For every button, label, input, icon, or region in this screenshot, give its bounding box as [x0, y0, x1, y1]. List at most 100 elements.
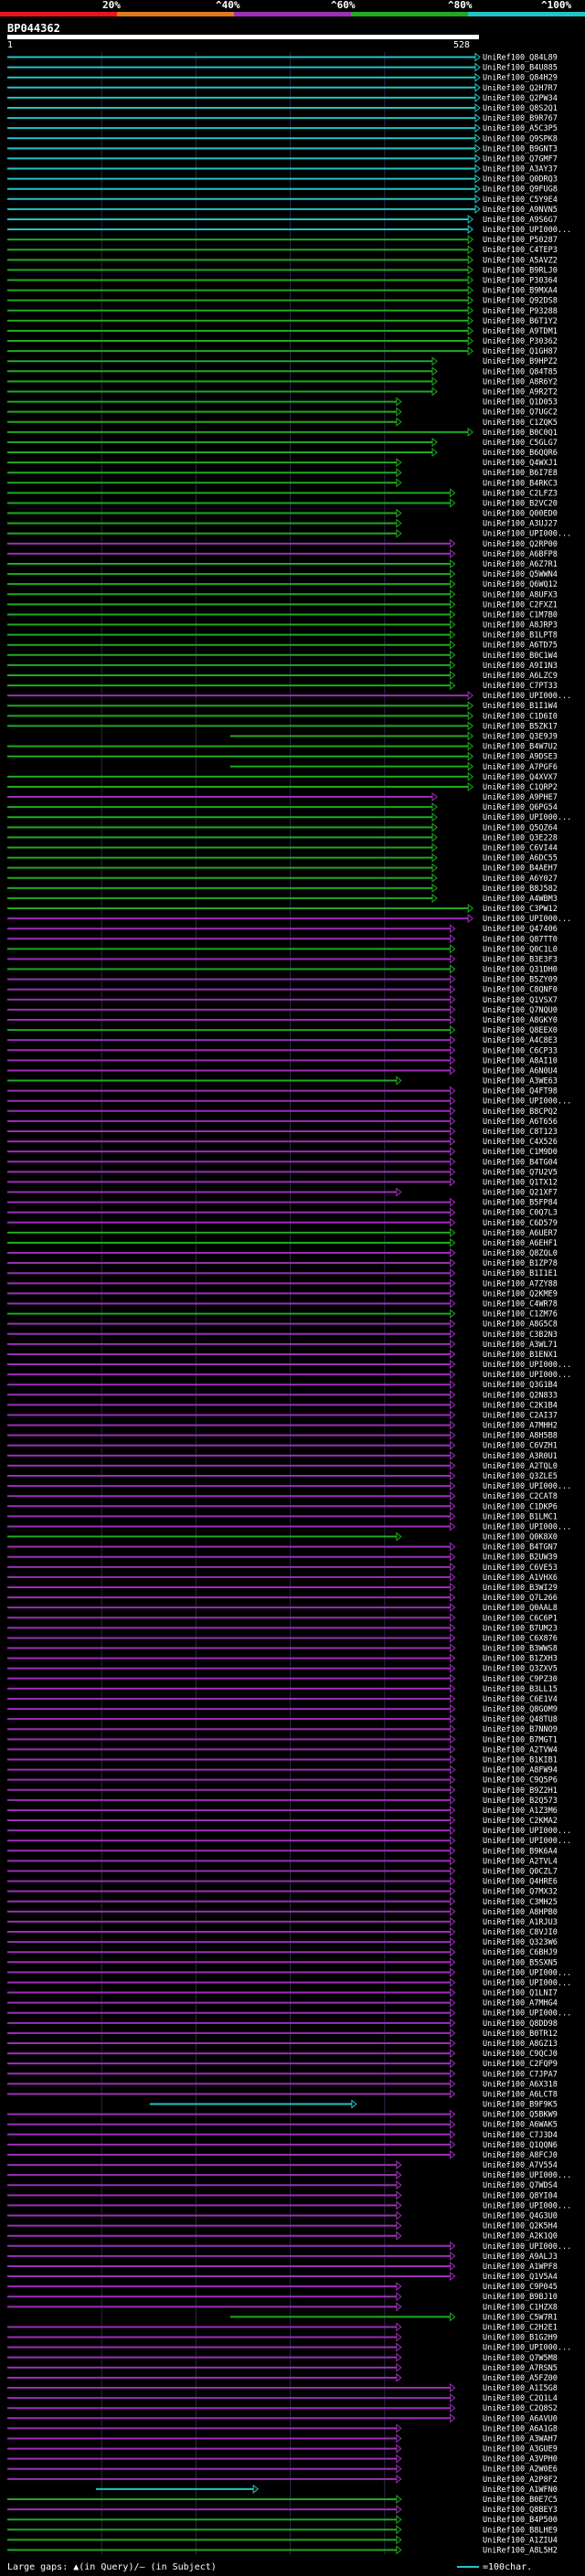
hit-label: UniRef100_C6E1V4 [483, 1695, 558, 1704]
hit-label: UniRef100_Q00ED0 [483, 510, 558, 519]
hit-arrow [450, 2028, 456, 2038]
hit-arrow [450, 1967, 456, 1977]
hit-arrow [450, 1147, 456, 1157]
hit-label: UniRef100_A9PHE7 [483, 793, 558, 802]
hit-label: UniRef100_B6I7E8 [483, 469, 558, 478]
hit-label: UniRef100_B3LL15 [483, 1685, 558, 1694]
hit-arrow [450, 1045, 456, 1055]
hit-label: UniRef100_Q4G3U0 [483, 2212, 558, 2221]
hit-arrow [450, 1359, 456, 1370]
hit-label: UniRef100_A3UJ27 [483, 520, 558, 529]
hit-label: UniRef100_B1G2H9 [483, 2334, 558, 2343]
hit-label: UniRef100_A4WBM3 [483, 895, 558, 904]
hit-arrow [450, 1552, 456, 1562]
hit-arrow [396, 2200, 402, 2210]
hit-arrow [252, 2484, 259, 2494]
hit-label: UniRef100_A6T656 [483, 1118, 558, 1127]
hit-arrow [450, 1876, 456, 1886]
hit-arrow [450, 1400, 456, 1410]
hit-arrow [450, 1440, 456, 1450]
hit-label: UniRef100_Q7NQU0 [483, 1006, 558, 1015]
hit-label: UniRef100_A9TDM1 [483, 327, 558, 336]
hit-label: UniRef100_Q21XF7 [483, 1189, 558, 1198]
hit-label: UniRef100_Q4HRE6 [483, 1878, 558, 1887]
hit-arrow [450, 1653, 456, 1663]
hit-label: UniRef100_C6BHJ9 [483, 1948, 558, 1957]
hit-arrow [396, 2180, 402, 2190]
hit-label: UniRef100_Q1TX12 [483, 1178, 558, 1187]
hit-arrow [450, 1663, 456, 1673]
legend-label-60: ^60% [331, 0, 356, 11]
hit-arrow [396, 2160, 402, 2170]
hit-label: UniRef100_Q84H29 [483, 74, 558, 83]
hit-label: UniRef100_Q3ZLE5 [483, 1472, 558, 1481]
hit-arrow [431, 812, 438, 822]
hit-label: UniRef100_Q0C1L0 [483, 945, 558, 954]
hit-arrow [450, 1805, 456, 1815]
hit-label: UniRef100_B4TG04 [483, 1158, 558, 1167]
hit-label: UniRef100_B1ZXH3 [483, 1655, 558, 1664]
hit-label: UniRef100_C2KMA2 [483, 1817, 558, 1826]
hit-arrow [450, 579, 456, 589]
hit-arrow [450, 630, 456, 640]
hit-arrow [467, 771, 473, 781]
hit-label: UniRef100_A3WAH7 [483, 2434, 558, 2443]
hit-arrow [450, 1065, 456, 1076]
hit-label: UniRef100_C3B2N3 [483, 1330, 558, 1340]
hit-arrow [450, 1836, 456, 1846]
hit-label: UniRef100_B5SXN5 [483, 1958, 558, 1967]
legend-color-bar-5 [468, 12, 585, 16]
hit-label: UniRef100_Q8EEX0 [483, 1026, 558, 1035]
hit-arrow [467, 315, 473, 325]
hit-label: UniRef100_A3WE63 [483, 1077, 558, 1087]
hit-label: UniRef100_A6N0U4 [483, 1066, 558, 1076]
hit-label: UniRef100_Q9FUG8 [483, 186, 558, 195]
scale-line-icon [457, 2566, 479, 2568]
hit-label: UniRef100_A1RJU3 [483, 1918, 558, 1927]
query-title: BP044362 [7, 22, 60, 35]
hit-arrow [396, 2210, 402, 2221]
hit-arrow [474, 174, 481, 184]
hit-label: UniRef100_C1DKP6 [483, 1502, 558, 1511]
hit-arrow [431, 437, 438, 447]
hit-label: UniRef100_C1ZM76 [483, 1310, 558, 1320]
hit-label: UniRef100_C2FXZ1 [483, 600, 558, 610]
hit-arrow [467, 225, 473, 235]
hit-label: UniRef100_C4X526 [483, 1138, 558, 1147]
hit-arrow [467, 721, 473, 731]
hit-label: UniRef100_A5C3P5 [483, 124, 558, 133]
hit-label: UniRef100_UPI000... [483, 530, 571, 539]
hit-label: UniRef100_B7UM23 [483, 1624, 558, 1633]
hit-arrow [450, 1947, 456, 1957]
hit-arrow [474, 133, 481, 143]
scale-legend-label: =100char. [483, 2562, 533, 2572]
hit-label: UniRef100_Q7MX32 [483, 1888, 558, 1897]
hit-label: UniRef100_UPI000... [483, 1482, 571, 1491]
hit-label: UniRef100_UPI000... [483, 2201, 571, 2210]
hit-label: UniRef100_B3E3F3 [483, 955, 558, 964]
hit-label: UniRef100_Q2PW34 [483, 94, 558, 103]
hit-label: UniRef100_A8R6Y2 [483, 377, 558, 387]
hit-label: UniRef100_A7RSN5 [483, 2364, 558, 2373]
hit-label: UniRef100_UPI000... [483, 1097, 571, 1107]
hit-label: UniRef100_C5GLG7 [483, 439, 558, 448]
hit-label: UniRef100_Q31DH0 [483, 966, 558, 975]
hit-arrow [450, 1370, 456, 1380]
hit-label: UniRef100_A2TVW4 [483, 1745, 558, 1754]
hit-arrow [450, 2261, 456, 2272]
hit-arrow [396, 2464, 402, 2474]
hit-label: UniRef100_Q7L266 [483, 1594, 558, 1603]
hit-label: UniRef100_A3VPH0 [483, 2455, 558, 2465]
hit-label: UniRef100_B9GNT3 [483, 144, 558, 154]
hit-label: UniRef100_A1I5G8 [483, 2384, 558, 2393]
hit-label: UniRef100_P93288 [483, 307, 558, 316]
hit-arrow [396, 2474, 402, 2484]
hit-arrow [351, 2099, 357, 2109]
hit-label: UniRef100_C6X876 [483, 1634, 558, 1643]
hit-arrow [450, 681, 456, 691]
hit-arrow [396, 528, 402, 538]
hit-label: UniRef100_Q9SPK8 [483, 134, 558, 143]
hit-label: UniRef100_Q87TT0 [483, 935, 558, 944]
hit-arrow [450, 589, 456, 599]
